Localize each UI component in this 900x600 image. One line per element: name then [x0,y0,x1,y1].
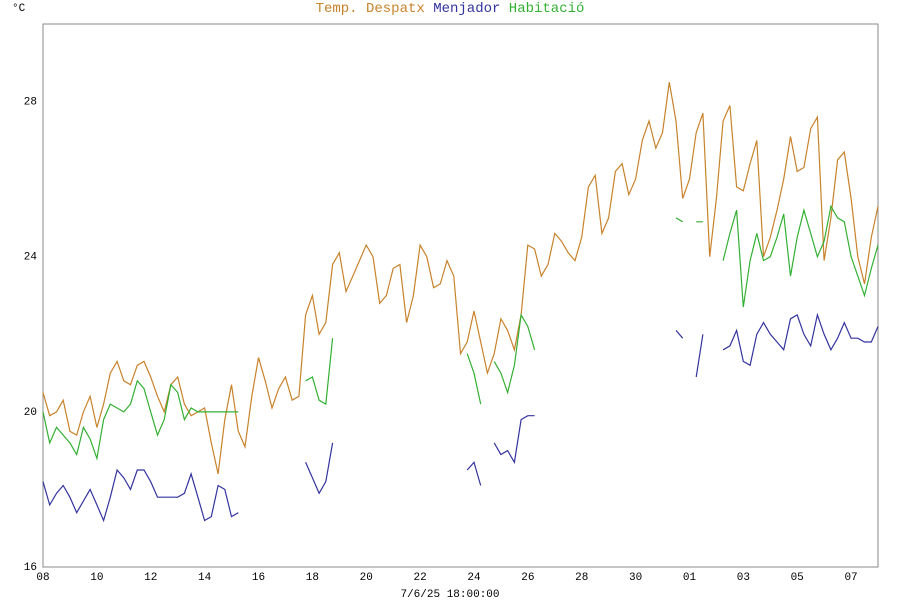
legend-entry: Habitació [509,1,585,17]
x-tick-label: 24 [467,572,481,584]
legend-title: Temp. [316,1,358,17]
x-tick-label: 16 [252,572,265,584]
series-line [42,312,879,523]
series-line [42,82,879,475]
x-tick-label: 20 [360,572,373,584]
x-tick-label: 28 [575,572,588,584]
y-tick-label: 16 [24,562,37,574]
y-tick-label: 28 [24,96,37,108]
x-tick-label: 30 [629,572,642,584]
plot-frame [42,23,879,568]
legend: Temp. Despatx Menjador Habitació [316,1,585,17]
x-tick-label: 10 [90,572,103,584]
x-tick-label: 12 [144,572,157,584]
x-tick-label: 01 [683,572,697,584]
x-axis-label: 7/6/25 18:00:00 [400,589,499,600]
x-tick-label: 07 [844,572,857,584]
y-tick-label: 20 [24,407,37,419]
y-tick-label: 24 [24,252,38,264]
x-tick-label: 08 [36,572,49,584]
y-axis-label: °C [12,3,26,15]
x-tick-label: 22 [413,572,426,584]
x-tick-label: 26 [521,572,534,584]
x-tick-label: 14 [198,572,212,584]
series-line [42,204,879,461]
x-tick-label: 18 [306,572,319,584]
legend-entry: Despatx [366,1,425,17]
x-tick-label: 03 [737,572,750,584]
legend-entry: Menjador [433,1,500,17]
x-tick-label: 05 [791,572,804,584]
